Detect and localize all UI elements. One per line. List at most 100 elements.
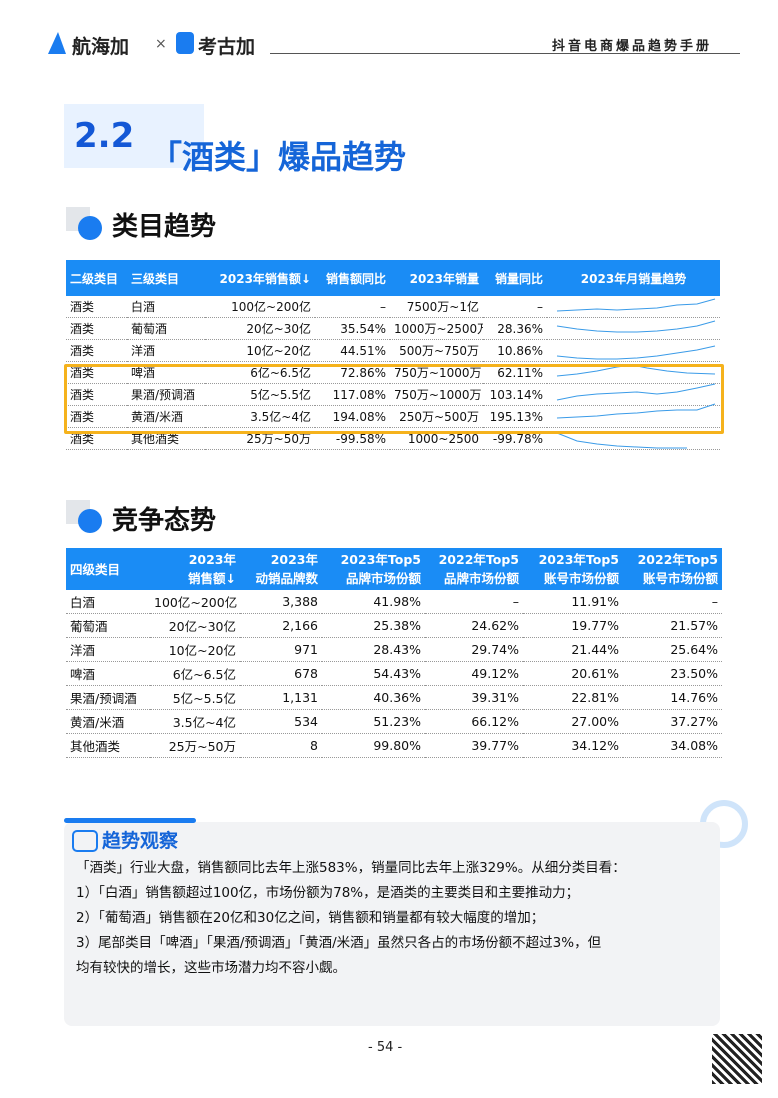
cell: 3.5亿~4亿 bbox=[205, 405, 315, 428]
cell: 白酒 bbox=[66, 590, 150, 614]
cell: 24.62% bbox=[425, 613, 523, 638]
cell: 750万~1000万 bbox=[390, 383, 483, 406]
header-rule bbox=[270, 53, 740, 54]
table-row: 酒类 白酒 100亿~200亿 –7500万~1亿 – bbox=[66, 296, 720, 318]
cell: 25.64% bbox=[623, 637, 722, 662]
column-header: 三级类目 bbox=[127, 260, 205, 296]
cell: 白酒 bbox=[127, 296, 205, 318]
cell: 酒类 bbox=[66, 296, 127, 318]
table-row: 酒类 洋酒 10亿~20亿 44.51% 500万~750万 10.86% bbox=[66, 339, 720, 362]
separator: × bbox=[155, 36, 167, 52]
page-number: - 54 - bbox=[368, 1040, 403, 1055]
column-header: 2023年销售额↓ bbox=[205, 260, 315, 296]
cell: 20.61% bbox=[523, 661, 623, 686]
column-header: 二级类目 bbox=[66, 260, 127, 296]
observation-box bbox=[64, 822, 720, 1026]
cell: 54.43% bbox=[322, 661, 425, 686]
header-row: 二级类目 三级类目 2023年销售额↓ 销售额同比 2023年销量 销量同比 2023年月销… bbox=[66, 260, 720, 296]
highlight-box bbox=[64, 364, 724, 434]
cell: – bbox=[623, 590, 722, 614]
observation-title: 趋势观察 bbox=[102, 830, 179, 852]
cell: 3,388 bbox=[240, 590, 322, 614]
heading: 类目趋势 bbox=[112, 212, 217, 242]
cell: 62.11% bbox=[483, 361, 547, 384]
cell: 10亿~20亿 bbox=[205, 339, 315, 362]
cell: 5亿~5.5亿 bbox=[150, 685, 240, 710]
cell: 7500万~1亿 bbox=[390, 296, 483, 318]
table-row: 黄酒/米酒 3.5亿~4亿 534 51.23% 66.12% 27.00% 37.27% bbox=[66, 709, 722, 734]
observation-line: 1）「白酒」销售额超过100亿，市场份额为78%，是酒类的主要类目和主要推动力； bbox=[76, 885, 580, 901]
brand: 考古加 bbox=[198, 36, 256, 58]
cell: 100亿~200亿 bbox=[150, 590, 240, 614]
cell: 51.23% bbox=[322, 709, 425, 734]
column-header: 2023年Top5 账号市场份额 bbox=[523, 548, 623, 590]
brand: 航海加 bbox=[72, 36, 130, 58]
cell: 750万~1000万 bbox=[390, 361, 483, 384]
header-line: 账号市场份额 bbox=[543, 571, 619, 586]
header-line: 销售额↓ bbox=[188, 571, 236, 586]
cell: 28.36% bbox=[483, 317, 547, 340]
heading-dot bbox=[78, 216, 102, 240]
cell: 葡萄酒 bbox=[127, 317, 205, 340]
heading: 竞争态势 bbox=[112, 506, 217, 536]
trend-table: 二级类目 三级类目 2023年销售额↓ 销售额同比 2023年销量 销量同比 2023年月销… bbox=[66, 260, 720, 450]
column-header: 2023年 动销品牌数 bbox=[240, 548, 322, 590]
cell: 葡萄酒 bbox=[66, 613, 150, 638]
header-line: 品牌市场份额 bbox=[345, 571, 421, 586]
table-row: 酒类 啤酒 6亿~6.5亿 72.86% 750万~1000万 62.11% bbox=[66, 361, 720, 384]
table-row: 酒类 果酒/预调酒 5亿~5.5亿 117.08% 750万~1000万 103.14% bbox=[66, 383, 720, 406]
column-header: 四级类目 bbox=[66, 548, 150, 590]
cell: 34.08% bbox=[623, 733, 722, 758]
cell: 黄酒/米酒 bbox=[127, 405, 205, 428]
section-title: 「酒类」爆品趋势 bbox=[150, 138, 407, 176]
cell: 39.31% bbox=[425, 685, 523, 710]
table-row: 白酒 100亿~200亿 3,388 41.98% –11.91% – bbox=[66, 590, 722, 614]
cell: 39.77% bbox=[425, 733, 523, 758]
section-number: 2.2 bbox=[74, 116, 135, 156]
cell: 2,166 bbox=[240, 613, 322, 638]
cell: 20亿~30亿 bbox=[205, 317, 315, 340]
qr-code bbox=[712, 1034, 762, 1084]
cell: 25.38% bbox=[322, 613, 425, 638]
sparklines bbox=[556, 298, 716, 449]
heading-dot bbox=[78, 509, 102, 533]
observation-line: 2）「葡萄酒」销售额在20亿和30亿之间，销售额和销量都有较大幅度的增加； bbox=[76, 910, 545, 926]
header-title: 抖音电商爆品趋势手册 bbox=[552, 39, 713, 54]
cell: 果酒/预调酒 bbox=[66, 685, 150, 710]
cell: – bbox=[483, 296, 547, 318]
cell: 194.08% bbox=[315, 405, 390, 428]
cell: 酒类 bbox=[66, 405, 127, 428]
trend-cell bbox=[547, 405, 720, 428]
cell: 酒类 bbox=[66, 361, 127, 384]
cell: 20亿~30亿 bbox=[150, 613, 240, 638]
cell: 6亿~6.5亿 bbox=[150, 661, 240, 686]
cell: 果酒/预调酒 bbox=[127, 383, 205, 406]
column-header: 2022年Top5 品牌市场份额 bbox=[425, 548, 523, 590]
cell: 22.81% bbox=[523, 685, 623, 710]
header-line: 2022年Top5 bbox=[438, 552, 519, 567]
trend-cell bbox=[547, 361, 720, 384]
cell: 啤酒 bbox=[66, 661, 150, 686]
cell: 23.50% bbox=[623, 661, 722, 686]
header-line: 2023年 bbox=[188, 552, 236, 567]
cell: 3.5亿~4亿 bbox=[150, 709, 240, 734]
cell: 250万~500万 bbox=[390, 405, 483, 428]
table-row: 葡萄酒 20亿~30亿 2,166 25.38% 24.62% 19.77% 21.57% bbox=[66, 613, 722, 638]
cell: 洋酒 bbox=[127, 339, 205, 362]
cell: 8 bbox=[240, 733, 322, 758]
trend-cell bbox=[547, 339, 720, 362]
cell: 5亿~5.5亿 bbox=[205, 383, 315, 406]
header-line: 账号市场份额 bbox=[642, 571, 718, 586]
observation-line: 均有较快的增长，这些市场潜力均不容小觑。 bbox=[76, 960, 346, 976]
cell: 40.36% bbox=[322, 685, 425, 710]
cell: 28.43% bbox=[322, 637, 425, 662]
cell: 99.80% bbox=[322, 733, 425, 758]
cell: 117.08% bbox=[315, 383, 390, 406]
trend-cell bbox=[547, 383, 720, 406]
table-row: 其他酒类 25万~50万 8 99.80% 39.77% 34.12% 34.08% bbox=[66, 733, 722, 758]
trend-cell bbox=[547, 296, 720, 318]
cell: 6亿~6.5亿 bbox=[205, 361, 315, 384]
cell: 66.12% bbox=[425, 709, 523, 734]
cell: 洋酒 bbox=[66, 637, 150, 662]
